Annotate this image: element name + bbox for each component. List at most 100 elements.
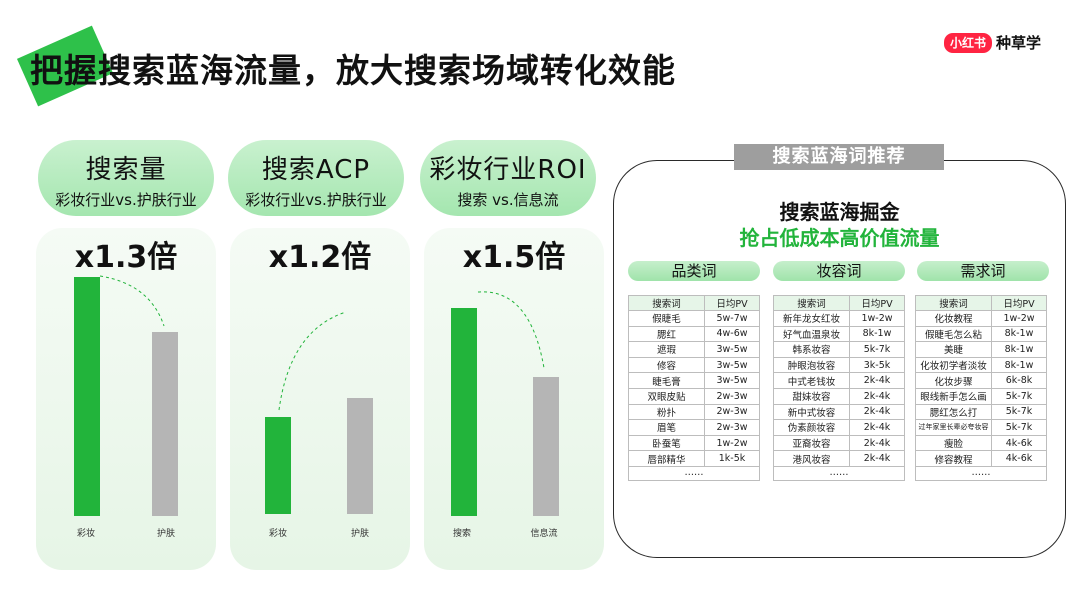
pv-cell: 2k-4k (848, 419, 906, 436)
keyword-cell: 双眼皮贴 (628, 387, 705, 405)
bar-search (451, 307, 477, 516)
keyword-cell: 腮红怎么打 (915, 403, 992, 421)
table-header-row: 搜索词 日均PV (915, 295, 1048, 311)
table-ellipsis-row: …… (915, 465, 1047, 481)
bar-label: 护肤 (156, 529, 175, 539)
metric-subtitle: 搜索 vs.信息流 (457, 191, 559, 209)
pv-cell: 2k-4k (848, 450, 906, 467)
table-row: 好气血温泉妆 8k-1w (773, 325, 906, 343)
table-row: 眼线新手怎么画 5k-7k (915, 387, 1048, 405)
chart-panel-search-volume (36, 228, 216, 570)
keyword-cell: 修容 (628, 356, 705, 374)
keyword-table-look: 搜索词 日均PV 新年龙女红妆 1w-2w 好气血温泉妆 8k-1w 韩系妆容 5k-7k 肿眼… (773, 295, 906, 481)
logo-badge: 小红书 (944, 32, 993, 53)
table-row: 修容教程 4k-6k (915, 450, 1048, 467)
keyword-cell: 唇部精华 (628, 450, 705, 467)
metric-subtitle: 彩妆行业vs.护肤行业 (245, 191, 387, 209)
keyword-cell: 过年家里长辈必夸妆容 (915, 419, 992, 436)
keyword-cell: 亚裔妆容 (773, 434, 850, 452)
table-row: 假睫毛 5w-7w (628, 310, 761, 327)
column-header: 搜索词 (628, 295, 705, 311)
metric-subtitle: 彩妆行业vs.护肤行业 (55, 191, 197, 209)
table-row: 唇部精华 1k-5k (628, 450, 761, 467)
table-row: 双眼皮贴 2w-3w (628, 387, 761, 405)
keyword-cell: 卧蚕笔 (628, 434, 705, 452)
multiplier-label: x1.2倍 (268, 240, 372, 275)
table-header-row: 搜索词 日均PV (628, 295, 761, 311)
keyword-cell: 假睫毛 (628, 310, 705, 327)
keyword-cell: 甜妹妆容 (773, 387, 850, 405)
keyword-cell: 美睫 (915, 341, 992, 358)
table-row: 伪素颜妆容 2k-4k (773, 419, 906, 436)
table-row: 化妆教程 1w-2w (915, 310, 1048, 327)
keyword-cell: 中式老钱妆 (773, 372, 850, 389)
table-row: 假睫毛怎么粘 8k-1w (915, 325, 1048, 343)
logo-text: 种草学 (996, 34, 1042, 52)
category-pill-need: 需求词 (917, 261, 1049, 281)
bar-feed (533, 377, 559, 516)
keyword-table-need: 搜索词 日均PV 化妆教程 1w-2w 假睫毛怎么粘 8k-1w 美睫 8k-1w 化妆初学者淡… (915, 295, 1048, 481)
bar-label: 彩妆 (76, 529, 95, 539)
chart-panel-search-acp (230, 228, 410, 570)
column-header: 日均PV (848, 295, 906, 311)
pv-cell: 3w-5w (703, 356, 761, 374)
keyword-table-product: 搜索词 日均PV 假睫毛 5w-7w 腮红 4w-6w 遮瑕 3w-5w 修容 3w-5w 睫毛膏 3… (628, 295, 761, 481)
table-row: 肿眼泡妆容 3k-5k (773, 356, 906, 374)
pv-cell: 3k-5k (848, 356, 906, 374)
category-pill-look: 妆容词 (773, 261, 905, 281)
pv-cell: 2k-4k (848, 403, 906, 421)
table-row: 化妆步骤 6k-8k (915, 372, 1048, 389)
table-row: 卧蚕笔 1w-2w (628, 434, 761, 452)
metric-title: 搜索量 (85, 155, 167, 185)
ellipsis-cell: …… (628, 465, 760, 481)
keyword-cell: 粉扑 (628, 403, 705, 421)
category-pill-product: 品类词 (628, 261, 760, 281)
metric-pill-search-acp: 搜索ACP 彩妆行业vs.护肤行业 (228, 140, 404, 216)
keyword-cell: 化妆教程 (915, 310, 992, 327)
pv-cell: 3w-5w (703, 372, 761, 389)
keyword-cell: 遮瑕 (628, 341, 705, 358)
table-row: 腮红怎么打 5k-7k (915, 403, 1048, 421)
pv-cell: 2w-3w (703, 419, 761, 436)
keyword-cell: 修容教程 (915, 450, 992, 467)
ellipsis-cell: …… (773, 465, 905, 481)
metric-pill-roi: 彩妆行业ROI 搜索 vs.信息流 (420, 140, 596, 216)
table-row: 遮瑕 3w-5w (628, 341, 761, 358)
column-header: 日均PV (990, 295, 1048, 311)
pv-cell: 6k-8k (990, 372, 1048, 389)
table-ellipsis-row: …… (773, 465, 905, 481)
column-header: 搜索词 (773, 295, 850, 311)
column-header: 日均PV (703, 295, 761, 311)
metric-title: 彩妆行业ROI (429, 155, 587, 185)
pv-cell: 8k-1w (990, 325, 1048, 343)
pv-cell: 5k-7k (990, 419, 1048, 436)
pv-cell: 2k-4k (848, 372, 906, 389)
keyword-cell: 眼线新手怎么画 (915, 387, 992, 405)
pv-cell: 4w-6w (703, 325, 761, 343)
bar-label: 信息流 (530, 529, 558, 539)
pv-cell: 2w-3w (703, 403, 761, 421)
table-row: 睫毛膏 3w-5w (628, 372, 761, 389)
keyword-cell: 好气血温泉妆 (773, 325, 850, 343)
table-row: 亚裔妆容 2k-4k (773, 434, 906, 452)
keyword-cell: 新年龙女红妆 (773, 310, 850, 327)
table-header-row: 搜索词 日均PV (773, 295, 906, 311)
pv-cell: 8k-1w (990, 356, 1048, 374)
pv-cell: 2k-4k (848, 434, 906, 452)
pv-cell: 4k-6k (990, 434, 1048, 452)
multiplier-label: x1.3倍 (74, 240, 178, 275)
keyword-cell: 腮红 (628, 325, 705, 343)
table-ellipsis-row: …… (628, 465, 760, 481)
pv-cell: 1w-2w (848, 310, 906, 327)
keyword-cell: 化妆初学者淡妆 (915, 356, 992, 374)
table-row: 眉笔 2w-3w (628, 419, 761, 436)
pv-cell: 1w-2w (990, 310, 1048, 327)
keyword-cell: 肿眼泡妆容 (773, 356, 850, 374)
pv-cell: 8k-1w (990, 341, 1048, 358)
bar-label: 护肤 (350, 529, 369, 539)
bar-skincare (347, 397, 373, 514)
table-row: 甜妹妆容 2k-4k (773, 387, 906, 405)
pv-cell: 2k-4k (848, 387, 906, 405)
table-row: 港风妆容 2k-4k (773, 450, 906, 467)
bar-label: 彩妆 (268, 529, 287, 539)
